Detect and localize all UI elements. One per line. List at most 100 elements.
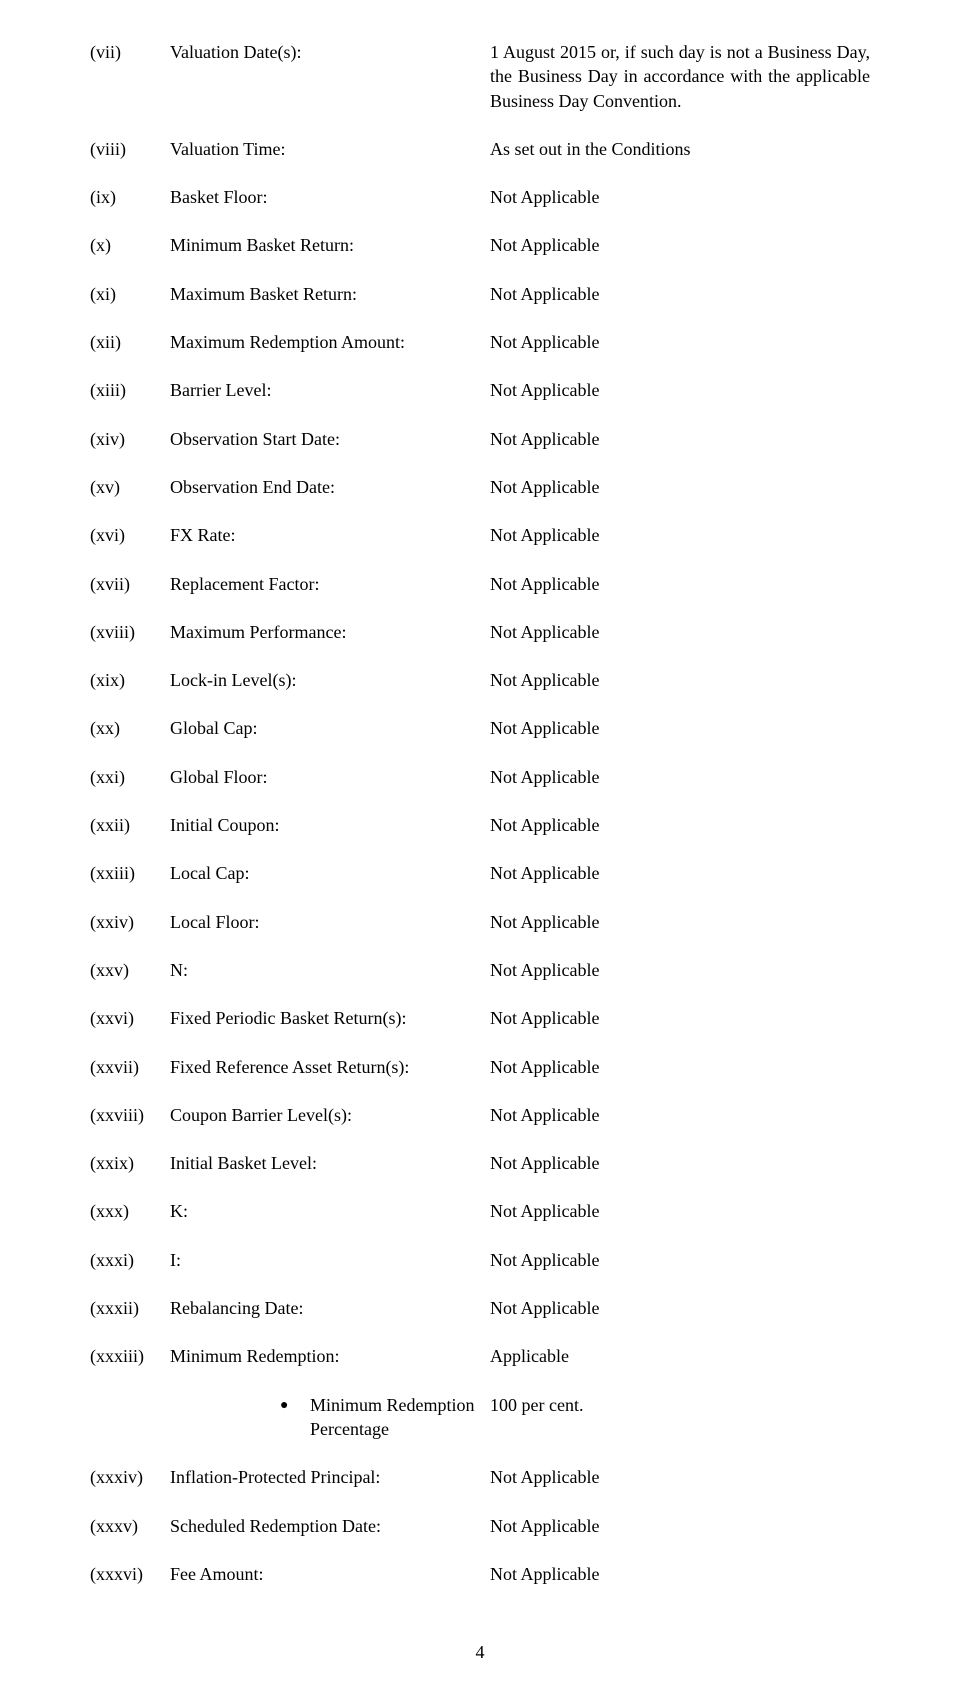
term-label: Observation Start Date: <box>170 427 490 451</box>
term-value: Not Applicable <box>490 233 870 257</box>
term-label: Observation End Date: <box>170 475 490 499</box>
term-value: 1 August 2015 or, if such day is not a B… <box>490 40 870 113</box>
term-row: (xii)Maximum Redemption Amount:Not Appli… <box>90 330 870 354</box>
term-row: (vii)Valuation Date(s):1 August 2015 or,… <box>90 40 870 113</box>
term-value: Not Applicable <box>490 1103 870 1127</box>
term-label: Fixed Periodic Basket Return(s): <box>170 1006 490 1030</box>
term-label: Local Floor: <box>170 910 490 934</box>
terms-list: (vii)Valuation Date(s):1 August 2015 or,… <box>90 40 870 1369</box>
term-number: (xiv) <box>90 427 170 451</box>
term-number: (xxv) <box>90 958 170 982</box>
term-number: (xv) <box>90 475 170 499</box>
term-number: (viii) <box>90 137 170 161</box>
term-number: (vii) <box>90 40 170 64</box>
term-value: Not Applicable <box>490 1055 870 1079</box>
term-row: (xxvi)Fixed Periodic Basket Return(s):No… <box>90 1006 870 1030</box>
term-row: (ix)Basket Floor:Not Applicable <box>90 185 870 209</box>
term-value: Not Applicable <box>490 668 870 692</box>
term-number: (ix) <box>90 185 170 209</box>
term-label: N: <box>170 958 490 982</box>
term-value: Not Applicable <box>490 1199 870 1223</box>
term-label: Basket Floor: <box>170 185 490 209</box>
term-label: K: <box>170 1199 490 1223</box>
term-value: Not Applicable <box>490 330 870 354</box>
term-row: (xiv)Observation Start Date:Not Applicab… <box>90 427 870 451</box>
term-value: Not Applicable <box>490 523 870 547</box>
term-row: (xix)Lock-in Level(s):Not Applicable <box>90 668 870 692</box>
term-row: (xxv)N:Not Applicable <box>90 958 870 982</box>
term-number: (xxiv) <box>90 910 170 934</box>
term-number: (xvii) <box>90 572 170 596</box>
term-number: (xiii) <box>90 378 170 402</box>
term-row: (xxxiii)Minimum Redemption:Applicable <box>90 1344 870 1368</box>
term-label: Barrier Level: <box>170 378 490 402</box>
term-value: Not Applicable <box>490 1296 870 1320</box>
terms-list-continued: (xxxiv)Inflation-Protected Principal: Not… <box>90 1465 870 1586</box>
term-row: (xxviii)Coupon Barrier Level(s):Not Appl… <box>90 1103 870 1127</box>
term-number: (xxi) <box>90 765 170 789</box>
term-row: (xvi)FX Rate:Not Applicable <box>90 523 870 547</box>
term-row: (viii)Valuation Time:As set out in the C… <box>90 137 870 161</box>
term-row: (xxi)Global Floor:Not Applicable <box>90 765 870 789</box>
term-value: Not Applicable <box>490 910 870 934</box>
term-value: Not Applicable <box>490 716 870 740</box>
term-label: Minimum Basket Return: <box>170 233 490 257</box>
term-value: Not Applicable <box>490 282 870 306</box>
term-row: (xxxv)Scheduled Redemption Date:Not Appl… <box>90 1514 870 1538</box>
term-label: I: <box>170 1248 490 1272</box>
page-number: 4 <box>0 1642 960 1663</box>
term-row: (xxvii)Fixed Reference Asset Return(s):N… <box>90 1055 870 1079</box>
term-value: Not Applicable <box>490 475 870 499</box>
term-row: (xviii)Maximum Performance:Not Applicabl… <box>90 620 870 644</box>
term-number: (xxvi) <box>90 1006 170 1030</box>
term-row: (x)Minimum Basket Return:Not Applicable <box>90 233 870 257</box>
term-number: (xix) <box>90 668 170 692</box>
term-label: Coupon Barrier Level(s): <box>170 1103 490 1127</box>
term-value: Applicable <box>490 1344 870 1368</box>
term-row: (xxii)Initial Coupon:Not Applicable <box>90 813 870 837</box>
term-label: Valuation Time: <box>170 137 490 161</box>
term-label: Fee Amount: <box>170 1562 490 1586</box>
term-label: Maximum Performance: <box>170 620 490 644</box>
term-label: Fixed Reference Asset Return(s): <box>170 1055 490 1079</box>
sub-term-row: ● Minimum Redemption Percentage 100 per … <box>90 1393 870 1442</box>
term-value: Not Applicable <box>490 427 870 451</box>
term-value: Not Applicable <box>490 861 870 885</box>
term-label: Local Cap: <box>170 861 490 885</box>
term-value: Not Applicable <box>490 1562 870 1586</box>
term-value: Not Applicable <box>490 813 870 837</box>
term-label: Global Floor: <box>170 765 490 789</box>
term-number: (xxxvi) <box>90 1562 170 1586</box>
term-number: (xvi) <box>90 523 170 547</box>
term-label: Valuation Date(s): <box>170 40 490 64</box>
term-label: Replacement Factor: <box>170 572 490 596</box>
term-row: (xxxiv)Inflation-Protected Principal:Not… <box>90 1465 870 1489</box>
term-label: Inflation-Protected Principal: <box>170 1465 490 1489</box>
term-number: (xx) <box>90 716 170 740</box>
term-value: As set out in the Conditions <box>490 137 870 161</box>
term-row: (xv)Observation End Date:Not Applicable <box>90 475 870 499</box>
sub-term-value: 100 per cent. <box>490 1393 870 1417</box>
term-number: (xxxiv) <box>90 1465 170 1489</box>
term-value: Not Applicable <box>490 958 870 982</box>
term-row: (xvii)Replacement Factor:Not Applicable <box>90 572 870 596</box>
term-label: Maximum Basket Return: <box>170 282 490 306</box>
term-value: Not Applicable <box>490 765 870 789</box>
term-row: (xxx)K:Not Applicable <box>90 1199 870 1223</box>
term-number: (xviii) <box>90 620 170 644</box>
term-value: Not Applicable <box>490 620 870 644</box>
term-label: Lock-in Level(s): <box>170 668 490 692</box>
term-number: (xxx) <box>90 1199 170 1223</box>
term-label: Scheduled Redemption Date: <box>170 1514 490 1538</box>
term-label: Maximum Redemption Amount: <box>170 330 490 354</box>
bullet-icon: ● <box>280 1393 310 1415</box>
term-label: Minimum Redemption: <box>170 1344 490 1368</box>
term-number: (xxxv) <box>90 1514 170 1538</box>
term-number: (xxii) <box>90 813 170 837</box>
term-value: Not Applicable <box>490 572 870 596</box>
term-row: (xxiii)Local Cap:Not Applicable <box>90 861 870 885</box>
term-row: (xxix)Initial Basket Level:Not Applicabl… <box>90 1151 870 1175</box>
term-value: Not Applicable <box>490 1151 870 1175</box>
term-row: (xx)Global Cap:Not Applicable <box>90 716 870 740</box>
term-label: Initial Basket Level: <box>170 1151 490 1175</box>
